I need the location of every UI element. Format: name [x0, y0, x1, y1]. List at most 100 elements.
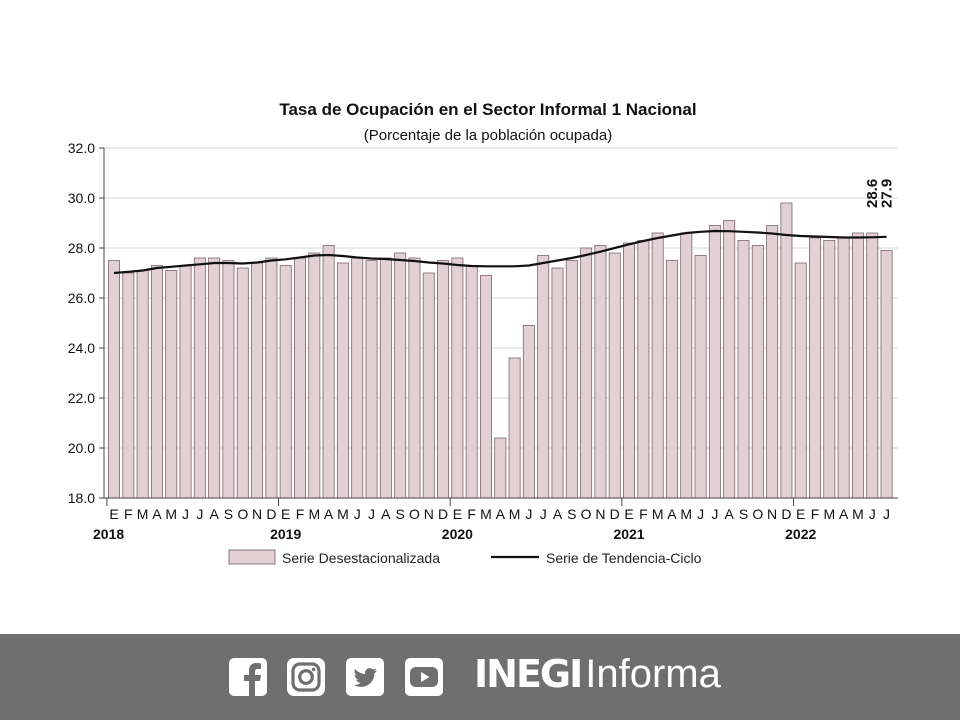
year-label: 2018 — [93, 526, 124, 542]
x-tick-label: O — [581, 506, 592, 522]
x-tick-label: J — [883, 506, 890, 522]
bar — [251, 262, 264, 499]
bar — [165, 270, 178, 499]
x-tick-label: F — [639, 506, 648, 522]
y-tick-label: 32.0 — [68, 140, 95, 156]
x-tick-label: M — [680, 506, 692, 522]
data-labels: 28.627.9 — [864, 179, 895, 208]
x-tick-label: J — [697, 506, 704, 522]
bar — [465, 265, 478, 499]
x-tick-label: M — [137, 506, 149, 522]
x-tick-label: A — [381, 506, 391, 522]
brand-name-light: Informa — [585, 652, 721, 696]
bar — [694, 255, 707, 499]
legend-label-bar: Serie Desestacionalizada — [282, 550, 440, 566]
x-tick-label: N — [424, 506, 434, 522]
bar — [623, 242, 636, 499]
bar — [809, 237, 822, 499]
chart-title: Tasa de Ocupación en el Sector Informal … — [279, 100, 696, 119]
bar — [379, 257, 392, 499]
instagram-icon[interactable] — [287, 658, 325, 696]
bar — [751, 245, 764, 499]
x-tick-label: F — [467, 506, 476, 522]
x-tick-label: O — [752, 506, 763, 522]
legend: Serie Desestacionalizada Serie de Tenden… — [228, 549, 702, 566]
x-tick-label: A — [152, 506, 162, 522]
bar — [279, 265, 292, 499]
bar — [580, 247, 593, 499]
youtube-icon[interactable] — [405, 658, 443, 696]
x-tick-label: A — [209, 506, 219, 522]
x-tick-label: D — [266, 506, 276, 522]
x-tick-label: A — [667, 506, 677, 522]
y-tick-label: 26.0 — [68, 290, 95, 306]
x-tick-label: S — [224, 506, 233, 522]
x-tick-label: O — [409, 506, 420, 522]
facebook-icon[interactable] — [229, 658, 267, 696]
x-tick-label: D — [610, 506, 620, 522]
x-tick-label: J — [540, 506, 547, 522]
bar — [322, 245, 335, 499]
x-tick-label: A — [725, 506, 735, 522]
x-tick-label: M — [480, 506, 492, 522]
chart: Tasa de Ocupación en el Sector Informal … — [68, 100, 898, 566]
year-label: 2022 — [785, 526, 816, 542]
x-tick-label: M — [852, 506, 864, 522]
bar — [451, 257, 464, 499]
x-tick-label: D — [781, 506, 791, 522]
x-tick-label: N — [252, 506, 262, 522]
bar — [308, 252, 321, 499]
bar — [866, 232, 879, 499]
bar — [208, 257, 221, 499]
bar — [880, 250, 893, 499]
bar — [179, 265, 192, 499]
axes — [103, 148, 898, 499]
bar — [723, 220, 736, 499]
bar — [780, 202, 793, 499]
bar — [651, 232, 664, 499]
x-tick-label: A — [496, 506, 506, 522]
x-tick-label: J — [525, 506, 532, 522]
bar — [150, 265, 163, 499]
x-tick-label: J — [711, 506, 718, 522]
y-axis: 18.0 20.0 22.0 24.0 26.0 28.0 30.0 32.0 — [68, 140, 104, 506]
brand-name-bold: INEGI — [474, 652, 583, 696]
x-tick-label: E — [453, 506, 462, 522]
x-tick-label: F — [296, 506, 305, 522]
chart-subtitle: (Porcentaje de la población ocupada) — [364, 127, 613, 144]
bar — [408, 257, 421, 499]
x-tick-label: M — [509, 506, 521, 522]
x-tick-label: M — [308, 506, 320, 522]
bar — [565, 260, 578, 499]
bar — [851, 232, 864, 499]
x-tick-label: N — [595, 506, 605, 522]
bar — [665, 260, 678, 499]
bar — [336, 262, 349, 499]
bar — [837, 237, 850, 499]
year-label: 2021 — [613, 526, 644, 542]
x-tick-label: O — [237, 506, 248, 522]
x-tick-label: E — [796, 506, 805, 522]
y-tick-label: 20.0 — [68, 440, 95, 456]
bar — [823, 240, 836, 499]
bar — [537, 255, 550, 499]
bar — [766, 225, 779, 499]
bar — [222, 260, 235, 499]
year-label: 2019 — [270, 526, 301, 542]
legend-label-line: Serie de Tendencia-Ciclo — [546, 550, 702, 566]
y-tick-label: 24.0 — [68, 340, 95, 356]
bar — [122, 272, 135, 499]
brand-logo[interactable]: INEGI Informa — [474, 652, 721, 702]
x-tick-label: J — [182, 506, 189, 522]
y-tick-label: 30.0 — [68, 190, 95, 206]
bar — [522, 325, 535, 499]
x-tick-label: E — [109, 506, 118, 522]
bar — [479, 275, 492, 499]
x-tick-label: A — [553, 506, 563, 522]
y-tick-label: 28.0 — [68, 240, 95, 256]
twitter-icon[interactable] — [346, 658, 384, 696]
x-tick-label: M — [165, 506, 177, 522]
bar — [608, 252, 621, 499]
data-label: 28.6 — [864, 179, 881, 208]
